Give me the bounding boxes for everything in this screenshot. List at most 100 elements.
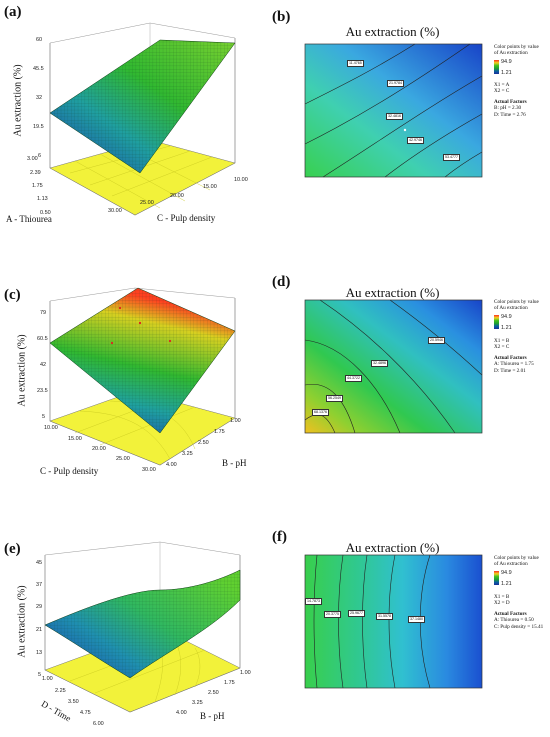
legend-f: Color points by value of Au extraction <box>494 555 544 568</box>
y-axis-title-a: C - Pulp density <box>157 213 216 223</box>
z-tick-c-4: 5 <box>42 414 46 420</box>
z-tick-a-1: 45.5 <box>33 66 44 72</box>
y-tick-c-1: 1.75 <box>214 429 225 435</box>
contour-label-b-2: 32.4816 <box>386 113 403 120</box>
y-tick-a-4: 10.00 <box>234 177 248 183</box>
surface-plot-c <box>49 287 236 466</box>
contour-label-b-0: 11.4765 <box>347 60 364 67</box>
legend-max-d: 94.9 <box>501 314 512 320</box>
x-tick-a-1: 2.39 <box>30 170 41 176</box>
x-tick-e-3: 4.75 <box>80 710 91 716</box>
legend-d: Color points by value of Au extraction <box>494 299 544 312</box>
factors-d: X1 = B X2 = C Actual Factors A: Thiourea… <box>494 338 544 374</box>
x-tick-e-1: 2.25 <box>55 688 66 694</box>
x-tick-c-4: 30.00 <box>142 467 156 473</box>
contour-label-d-4: 68.1376 <box>312 409 329 416</box>
legend-heading-d: Color points by value of Au extraction <box>494 299 539 312</box>
z-tick-e-4: 13 <box>36 650 43 656</box>
panel-f-label: (f) <box>272 529 287 545</box>
factor-f-0: X1 = B <box>494 594 510 600</box>
z-tick-e-2: 29 <box>36 604 43 610</box>
contour-label-b-1: 21.9784 <box>387 80 404 87</box>
contour-label-f-3: 31.5578 <box>376 613 393 620</box>
x-tick-c-0: 10.00 <box>44 425 58 431</box>
legend-heading-b: Color points by value of Au extraction <box>494 44 539 57</box>
factor-b-1: X2 = C <box>494 88 510 95</box>
legend-heading-f: Color points by value of Au extraction <box>494 555 539 568</box>
actual-d-0: A: Thiourea = 1.75 <box>494 361 534 368</box>
contour-label-d-3: 56.2549 <box>326 395 343 402</box>
factor-d-1: X2 = C <box>494 344 510 351</box>
y-tick-a-2: 20.00 <box>170 193 184 199</box>
z-tick-a-3: 19.5 <box>33 124 44 130</box>
panel-e-label: (e) <box>4 541 21 557</box>
z-tick-c-0: 79 <box>40 310 47 316</box>
b-xticks <box>305 179 482 183</box>
actual-f-1: C: Pulp density = 15.41 <box>494 623 544 630</box>
y-tick-e-3: 3.25 <box>192 700 203 706</box>
z-tick-e-1: 37 <box>36 582 43 588</box>
y-tick-e-4: 4.00 <box>176 710 187 716</box>
factor-f-1: X2 = D <box>494 600 510 607</box>
z-tick-c-3: 23.5 <box>37 388 48 394</box>
x-tick-e-2: 3.50 <box>68 699 79 705</box>
y-tick-c-4: 4.00 <box>166 462 177 468</box>
contour-label-d-0: 20.5946 <box>428 337 445 344</box>
legend-bar-b <box>494 60 499 74</box>
contour-label-f-4: 37.1480 <box>408 616 425 623</box>
y-tick-a-0: 30.00 <box>108 208 122 214</box>
contour-title-f: Au extraction (%) <box>345 540 440 555</box>
z-tick-c-2: 42 <box>40 362 47 368</box>
actual-heading-f: Actual Factors <box>494 610 527 617</box>
actual-b-0: B: pH = 2.30 <box>494 105 522 112</box>
factors-b: X1 = A X2 = C Actual Factors B: pH = 2.3… <box>494 82 544 118</box>
x-axis-title-c: C - Pulp density <box>40 466 99 476</box>
contour-plot-f <box>304 554 483 689</box>
contour-label-f-2: 25.9677 <box>348 610 365 617</box>
z-tick-a-2: 32 <box>36 95 43 101</box>
contour-label-f-0: 14.7873 <box>305 598 322 605</box>
legend-min-b: 1.21 <box>501 70 512 76</box>
y-axis-title-e: B - pH <box>200 711 225 721</box>
panel-b-label: (b) <box>272 9 291 25</box>
z-tick-a-0: 60 <box>36 37 43 43</box>
z-tick-e-3: 21 <box>36 627 43 633</box>
y-tick-a-1: 25.00 <box>140 200 154 206</box>
legend-bar-f <box>494 571 499 585</box>
x-tick-e-4: 6.00 <box>93 721 104 727</box>
contour-label-d-2: 44.3722 <box>345 375 362 382</box>
z-tick-e-0: 45 <box>36 560 43 566</box>
y-tick-e-2: 2.50 <box>208 690 219 696</box>
legend-max-f: 94.9 <box>501 570 512 576</box>
y-tick-a-3: 15.00 <box>203 184 217 190</box>
panel-a-label: (a) <box>4 4 22 20</box>
x-tick-a-0: 3.00 <box>27 156 38 162</box>
x-tick-c-3: 25.00 <box>116 456 130 462</box>
legend-min-d: 1.21 <box>501 325 512 331</box>
actual-b-1: D: Time = 2.76 <box>494 111 526 118</box>
legend-max-b: 94.9 <box>501 59 512 65</box>
z-axis-title-a: Au extraction (%) <box>12 64 24 137</box>
factors-f: X1 = B X2 = D Actual Factors A: Thiourea… <box>494 594 544 630</box>
y-tick-e-0: 1.00 <box>240 670 251 676</box>
actual-d-1: D: Time = 2.01 <box>494 367 526 374</box>
contour-label-d-1: 32.4896 <box>371 360 388 367</box>
panel-c-label: (c) <box>4 287 21 303</box>
z-tick-e-5: 5 <box>38 672 42 678</box>
x-tick-c-1: 15.00 <box>68 436 82 442</box>
contour-label-b-3: 42.9746 <box>407 137 424 144</box>
contour-title-d: Au extraction (%) <box>345 285 440 300</box>
y-axis-title-c: B - pH <box>222 458 247 468</box>
actual-heading-d: Actual Factors <box>494 354 527 361</box>
x-tick-a-2: 1.75 <box>32 183 43 189</box>
surface-plot-e <box>44 541 241 713</box>
z-axis-title-c: Au extraction (%) <box>16 334 28 407</box>
x-tick-c-2: 20.00 <box>92 446 106 452</box>
x-tick-a-4: 0.50 <box>40 210 51 216</box>
z-tick-a-4: 6 <box>38 153 42 159</box>
y-tick-c-2: 2.50 <box>198 440 209 446</box>
z-tick-c-1: 60.5 <box>37 336 48 342</box>
legend-min-f: 1.21 <box>501 581 512 587</box>
y-tick-e-1: 1.75 <box>224 680 235 686</box>
x-axis-title-a: A - Thiourea <box>6 214 52 224</box>
